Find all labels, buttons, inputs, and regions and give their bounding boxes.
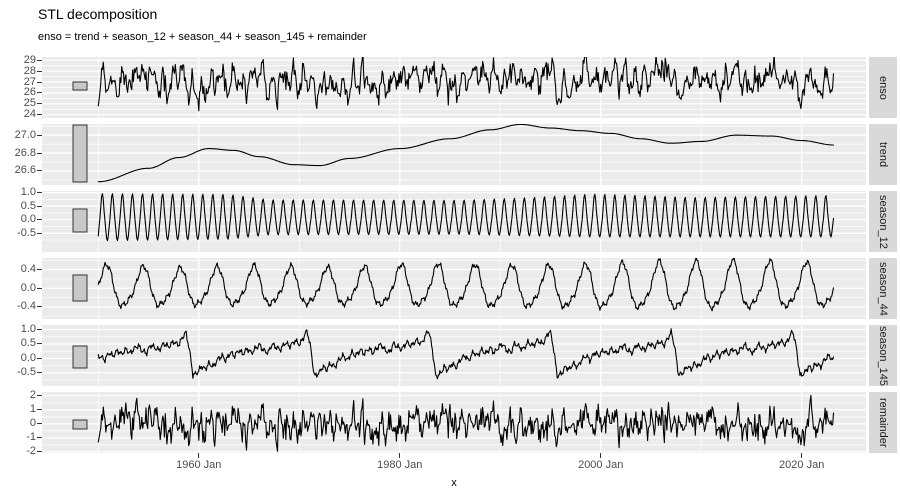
- y-tick-mark: [37, 81, 42, 83]
- series-line-remainder: [97, 394, 835, 452]
- y-tick-mark: [37, 306, 42, 308]
- panel-plot-season_12: [42, 191, 866, 252]
- facet-strip-label: enso: [877, 75, 889, 100]
- scale-bar-enso: [72, 81, 88, 91]
- facet-strip-label: season_145: [877, 325, 889, 386]
- y-tick-mark: [37, 152, 42, 154]
- y-tick-label: -0.5: [17, 226, 36, 239]
- y-tick-mark: [37, 205, 42, 207]
- y-tick-label: 29: [23, 53, 36, 66]
- y-tick-mark: [37, 170, 42, 172]
- y-tick-label: 0.4: [20, 263, 36, 276]
- y-tick-label: 24: [23, 108, 36, 121]
- x-tick-mark: [600, 453, 602, 458]
- panel-plot-season_145: [42, 325, 866, 386]
- y-tick-label: 0.0: [20, 351, 36, 364]
- y-tick-label: 26.6: [14, 164, 36, 177]
- panel-season_12: [42, 191, 866, 252]
- panel-season_145: [42, 325, 866, 386]
- y-tick-mark: [37, 269, 42, 271]
- y-tick-label: -1: [26, 431, 36, 444]
- y-tick-label: 27.0: [14, 128, 36, 141]
- y-tick-label: 26: [23, 86, 36, 99]
- y-tick-mark: [37, 329, 42, 331]
- y-tick-label: -2: [26, 445, 36, 458]
- facet-strip-season_145: season_145: [869, 325, 897, 386]
- y-tick-mark: [37, 134, 42, 136]
- y-tick-label: 0: [29, 417, 36, 430]
- panel-remainder: [42, 392, 866, 453]
- y-tick-mark: [37, 192, 42, 194]
- scale-bar-remainder: [72, 419, 88, 430]
- y-tick-label: 0.5: [20, 337, 36, 350]
- facet-strip-label: season_44: [877, 261, 889, 316]
- facet-strip-season_44: season_44: [869, 258, 897, 319]
- y-tick-label: 2: [29, 389, 36, 402]
- panel-trend: [42, 124, 866, 185]
- y-tick-mark: [37, 357, 42, 359]
- y-tick-mark: [37, 287, 42, 289]
- x-tick-label: 1980 Jan: [377, 459, 423, 471]
- y-tick-label: 28: [23, 64, 36, 77]
- scale-bar-season_44: [72, 274, 88, 302]
- facet-strip-trend: trend: [869, 124, 897, 185]
- y-tick-label: 1.0: [20, 186, 36, 199]
- chart-subtitle: enso = trend + season_12 + season_44 + s…: [38, 31, 367, 43]
- x-tick-mark: [801, 453, 803, 458]
- y-tick-mark: [37, 114, 42, 116]
- y-tick-mark: [37, 70, 42, 72]
- series-line-season_44: [97, 258, 835, 312]
- y-tick-mark: [37, 103, 42, 105]
- facet-strip-enso: enso: [869, 57, 897, 118]
- panel-plot-enso: [42, 57, 866, 118]
- y-tick-mark: [37, 232, 42, 234]
- y-tick-mark: [37, 423, 42, 425]
- series-line-season_12: [97, 193, 835, 242]
- y-tick-label: 26.8: [14, 146, 36, 159]
- facet-strip-label: remainder: [877, 397, 889, 448]
- series-line-season_145: [97, 328, 835, 380]
- facet-strip-label: trend: [877, 141, 889, 168]
- x-axis-title: x: [451, 477, 457, 489]
- facet-strip-label: season_12: [877, 194, 889, 249]
- y-tick-label: 1.0: [20, 323, 36, 336]
- scale-bar-trend: [72, 124, 88, 183]
- y-tick-mark: [37, 343, 42, 345]
- y-tick-label: 25: [23, 97, 36, 110]
- y-tick-mark: [37, 59, 42, 61]
- y-tick-label: 0.0: [20, 281, 36, 294]
- x-tick-label: 1960 Jan: [176, 459, 222, 471]
- y-tick-label: 27: [23, 75, 36, 88]
- y-tick-label: 0.0: [20, 213, 36, 226]
- panel-plot-season_44: [42, 258, 866, 319]
- x-tick-label: 2020 Jan: [779, 459, 825, 471]
- x-tick-mark: [399, 453, 401, 458]
- y-tick-label: -0.5: [17, 366, 36, 379]
- series-line-trend: [97, 124, 835, 183]
- panel-season_44: [42, 258, 866, 319]
- y-tick-mark: [37, 219, 42, 221]
- scale-bar-season_12: [72, 208, 88, 233]
- x-tick-mark: [198, 453, 200, 458]
- y-tick-mark: [37, 395, 42, 397]
- y-tick-label: -0.4: [17, 300, 36, 313]
- panel-enso: [42, 57, 866, 118]
- scale-bar-season_145: [72, 345, 88, 369]
- x-tick-label: 2000 Jan: [578, 459, 624, 471]
- y-tick-mark: [37, 92, 42, 94]
- y-tick-label: 1: [29, 403, 36, 416]
- panel-plot-trend: [42, 124, 866, 185]
- chart-title: STL decomposition: [38, 6, 158, 22]
- panel-plot-remainder: [42, 392, 866, 453]
- facet-strip-remainder: remainder: [869, 392, 897, 453]
- y-tick-mark: [37, 372, 42, 374]
- y-tick-label: 0.5: [20, 199, 36, 212]
- y-tick-mark: [37, 451, 42, 453]
- y-tick-mark: [37, 437, 42, 439]
- series-line-enso: [97, 57, 835, 112]
- y-tick-mark: [37, 409, 42, 411]
- facet-strip-season_12: season_12: [869, 191, 897, 252]
